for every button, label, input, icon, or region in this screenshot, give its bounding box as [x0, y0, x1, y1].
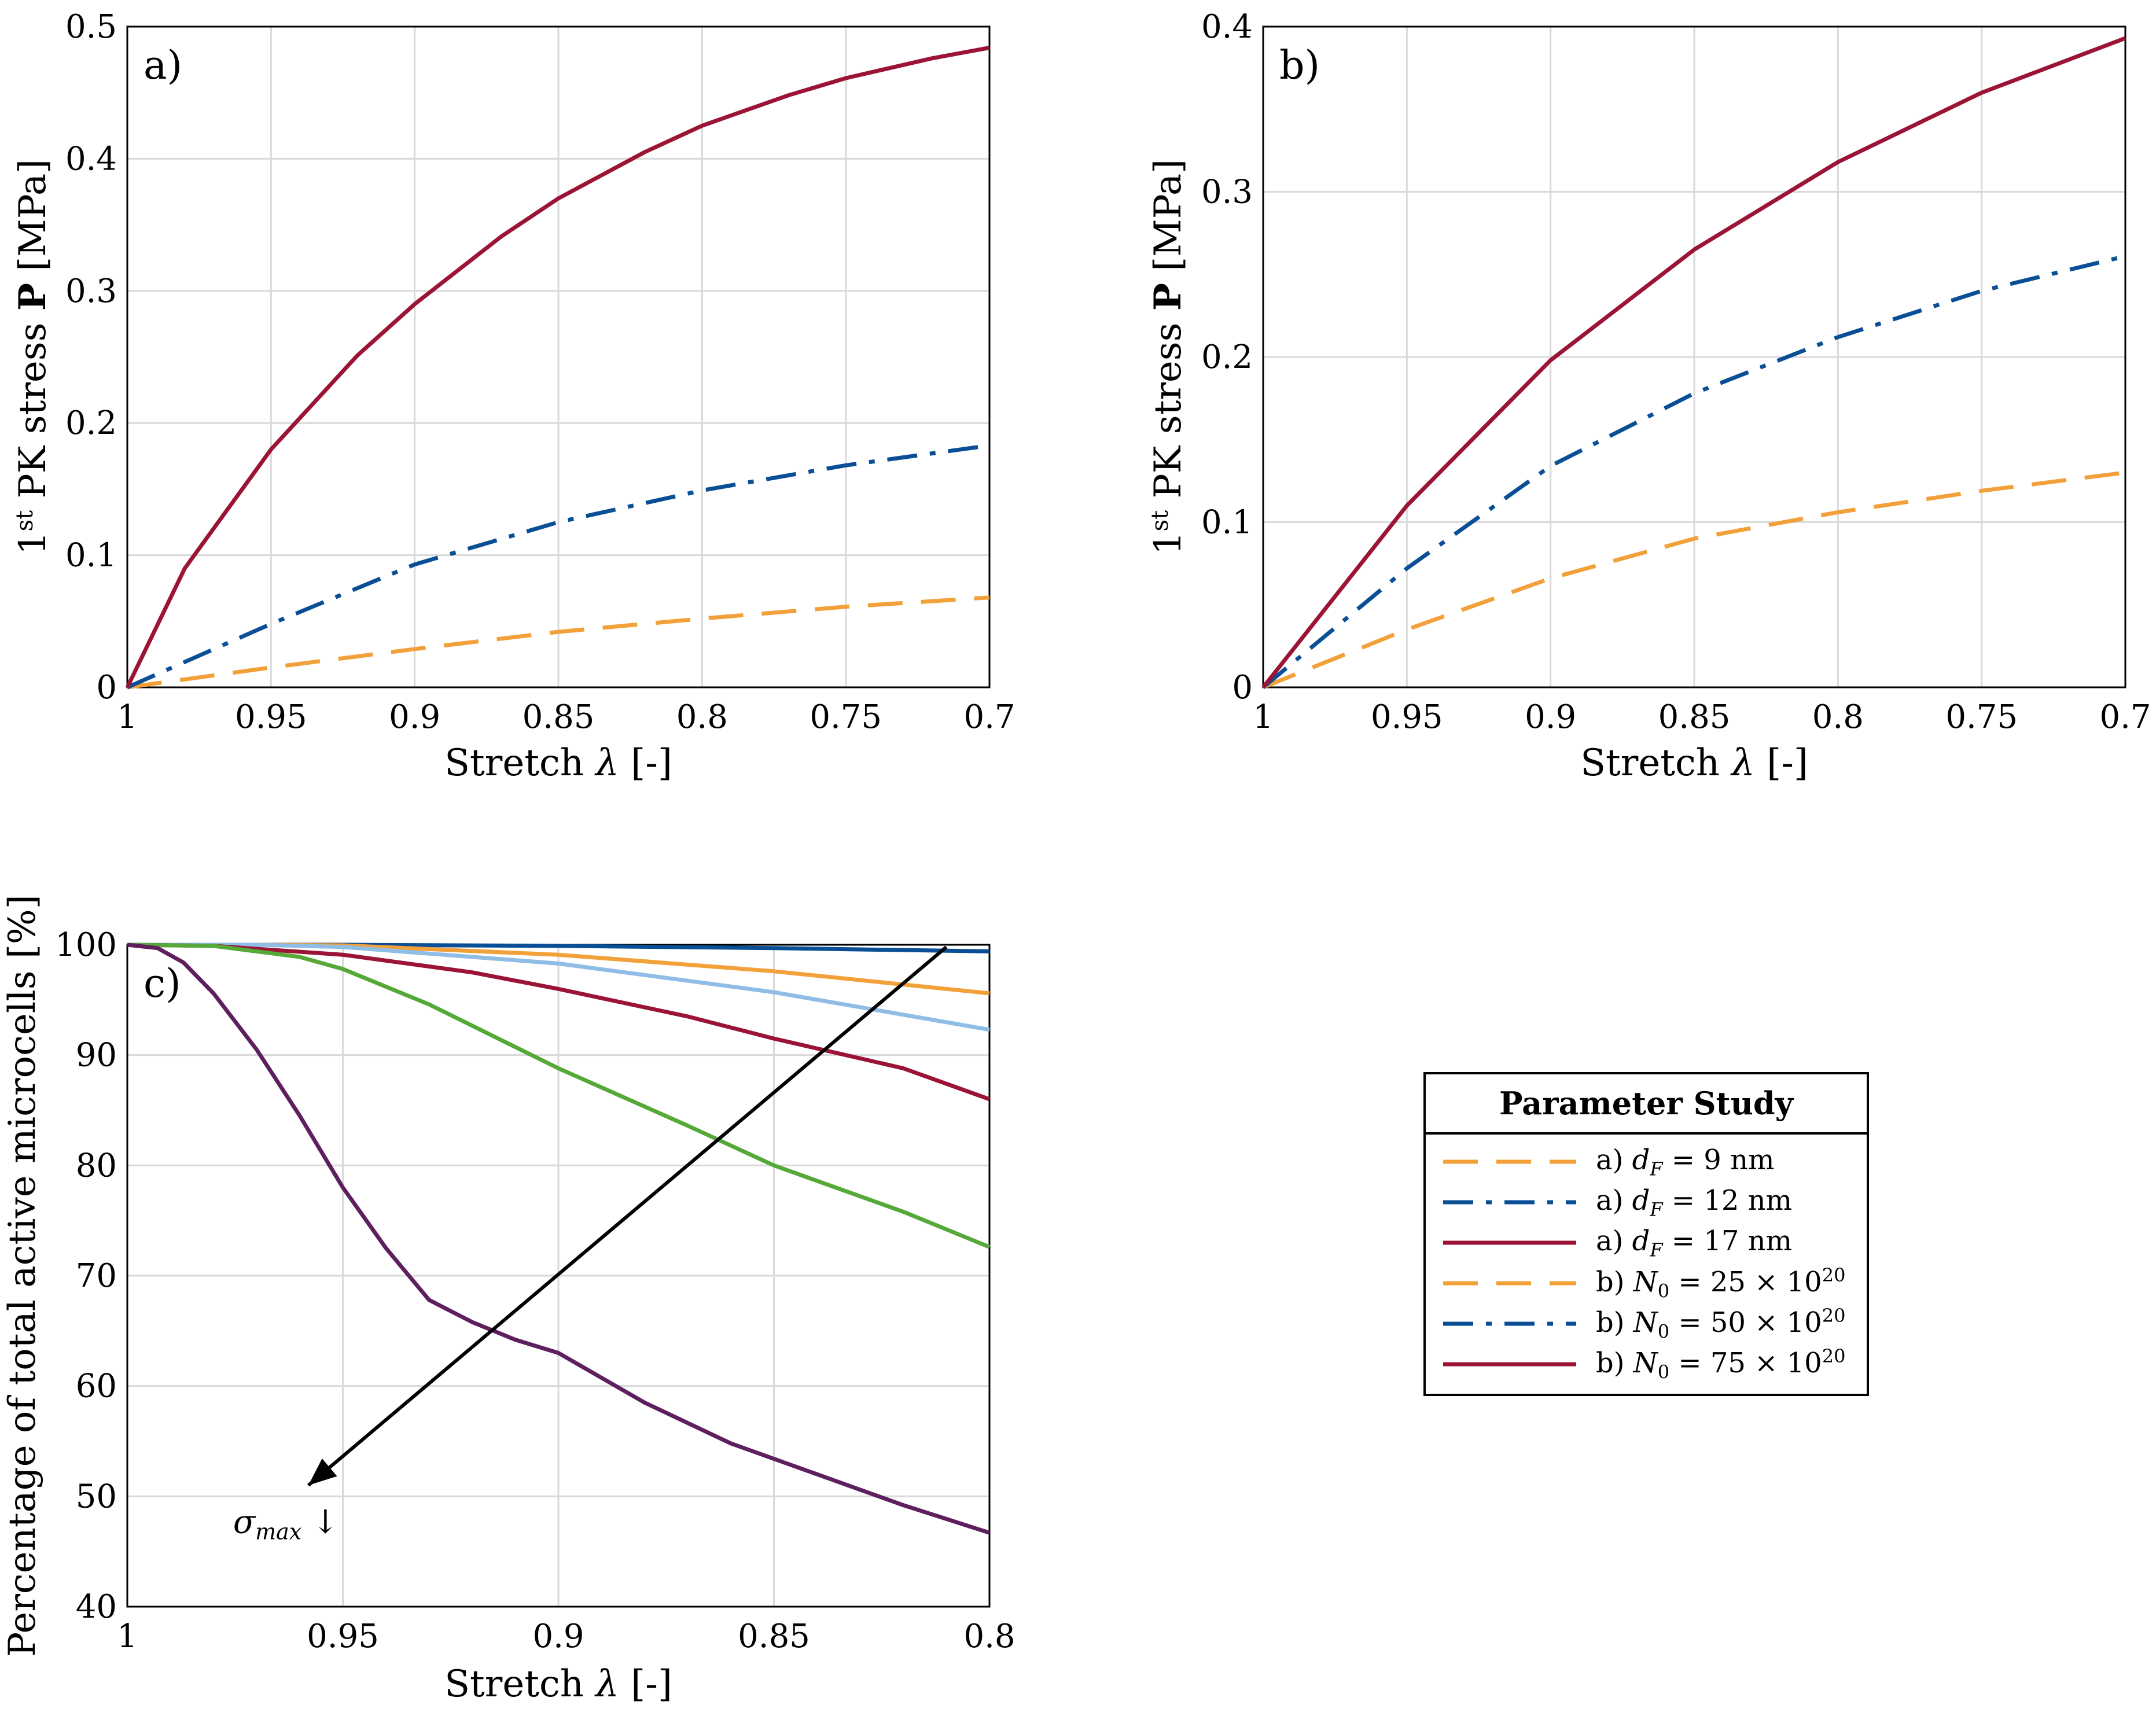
y-tick-label: 0.2: [1201, 338, 1253, 376]
x-tick-label: 0.75: [810, 698, 882, 736]
x-tick-label: 0.75: [1945, 698, 2018, 736]
legend-item: b) N0 = 25 × 1020: [1426, 1263, 1867, 1303]
series-line-orange: [127, 595, 990, 690]
legend-item: b) N0 = 50 × 1020: [1426, 1303, 1867, 1344]
chart-panel-c: 1 0.95 0.9 0.85 0.8 40 50 60 70 80 90 100 c) Stretch …: [1, 894, 1016, 1706]
x-tick-label: 0.8: [676, 698, 728, 736]
series-line-crimson: [127, 942, 991, 1102]
x-tick-label: 0.7: [2099, 698, 2151, 736]
legend-item-label: b) N0 = 25 × 1020: [1596, 1264, 1846, 1302]
y-axis-label: Percentage of total active microcells [%…: [1, 894, 44, 1656]
trend-arrow: [307, 945, 948, 1487]
series-line-crimson: [1261, 36, 2126, 689]
y-tick-label: 0.3: [65, 273, 117, 310]
y-tick-label: 0: [1232, 669, 1253, 706]
plot-frame: [126, 25, 991, 688]
x-tick-label: 0.95: [307, 1618, 379, 1655]
y-tick-label: 0.3: [1201, 174, 1253, 211]
series-line-lightblue: [127, 942, 990, 1032]
series-line-crimson: [125, 46, 990, 688]
legend-item: a) dF = 9 nm: [1426, 1141, 1867, 1182]
y-tick-label: 0.5: [65, 8, 117, 46]
legend-item-label: a) dF = 17 nm: [1596, 1224, 1793, 1261]
legend-swatch: [1443, 1362, 1576, 1367]
legend-title: Parameter Study: [1426, 1074, 1867, 1135]
series-line-blue: [1261, 254, 2126, 689]
series-line-blue: [126, 443, 990, 690]
panel-label: c): [144, 961, 181, 1007]
x-axis-label: Stretch λ [-]: [444, 742, 672, 785]
legend-item-label: a) dF = 9 nm: [1596, 1143, 1775, 1180]
legend-swatch: [1443, 1281, 1576, 1286]
y-tick-label: 90: [76, 1037, 117, 1074]
plot-frame: [1262, 25, 2126, 688]
panel-label: b): [1279, 43, 1320, 89]
chart-panel-a: 1 0.95 0.9 0.85 0.8 0.75 0.7 0 0.1 0.2 0.3 0.4 0.5 a)…: [11, 8, 1016, 785]
y-tick-label: 0.1: [1201, 504, 1253, 542]
arrow-head: [308, 1459, 337, 1486]
panel-label: a): [144, 43, 182, 89]
series-line-purple: [127, 942, 991, 1535]
y-tick-label: 50: [76, 1478, 117, 1515]
legend-item-label: a) dF = 12 nm: [1596, 1184, 1793, 1221]
x-tick-label: 1: [117, 1618, 138, 1655]
y-tick-label: 100: [55, 926, 117, 964]
legend-swatch: [1443, 1159, 1576, 1164]
x-tick-label: 0.95: [235, 698, 307, 736]
series-line-green: [127, 942, 991, 1249]
y-tick-label: 0.4: [1201, 8, 1253, 46]
legend-list: a) dF = 9 nm a) dF = 12 nm a) dF = 17 nm b)…: [1426, 1135, 1867, 1384]
x-tick-label: 0.9: [389, 698, 440, 736]
legend-swatch: [1443, 1200, 1576, 1205]
annotation-label: σmax ↓: [233, 1503, 339, 1544]
x-tick-label: 0.8: [963, 1618, 1015, 1655]
legend-swatch: [1443, 1321, 1576, 1326]
x-axis-label: Stretch λ [-]: [444, 1663, 672, 1706]
legend-item-label: b) N0 = 75 × 1020: [1596, 1345, 1846, 1383]
y-axis-label: 1st PK stress P [MPa]: [11, 159, 54, 555]
x-tick-label: 0.7: [963, 698, 1015, 736]
x-tick-label: 0.85: [523, 698, 595, 736]
x-tick-label: 0.95: [1371, 698, 1443, 736]
x-tick-label: 0.9: [532, 1618, 584, 1655]
x-tick-label: 0.8: [1812, 698, 1864, 736]
x-tick-label: 1: [117, 698, 138, 736]
legend-item: a) dF = 12 nm: [1426, 1182, 1867, 1222]
series-line-orange: [1262, 470, 2126, 690]
y-tick-label: 70: [76, 1257, 117, 1295]
legend: Parameter Study a) dF = 9 nm a) dF = 12 n…: [1423, 1072, 1869, 1396]
y-tick-label: 60: [76, 1368, 117, 1405]
y-tick-label: 0.2: [65, 404, 117, 442]
legend-item-label: b) N0 = 50 × 1020: [1596, 1305, 1846, 1343]
x-tick-label: 0.85: [738, 1618, 810, 1655]
x-tick-label: 1: [1253, 698, 1274, 736]
y-tick-label: 40: [76, 1588, 117, 1626]
legend-item: a) dF = 17 nm: [1426, 1222, 1867, 1263]
y-tick-label: 0.1: [65, 537, 117, 575]
chart-panel-b: 1 0.95 0.9 0.85 0.8 0.75 0.7 0 0.1 0.2 0.3 0.4 b) Str…: [1146, 8, 2151, 785]
y-axis-label: 1st PK stress P [MPa]: [1146, 159, 1190, 555]
y-tick-label: 0: [96, 669, 117, 706]
y-tick-label: 80: [76, 1147, 117, 1184]
y-tick-label: 0.4: [65, 140, 117, 178]
x-tick-label: 0.9: [1525, 698, 1576, 736]
legend-swatch: [1443, 1240, 1576, 1245]
x-axis-label: Stretch λ [-]: [1580, 742, 1808, 785]
x-tick-label: 0.85: [1658, 698, 1731, 736]
legend-item: b) N0 = 75 × 1020: [1426, 1344, 1867, 1384]
